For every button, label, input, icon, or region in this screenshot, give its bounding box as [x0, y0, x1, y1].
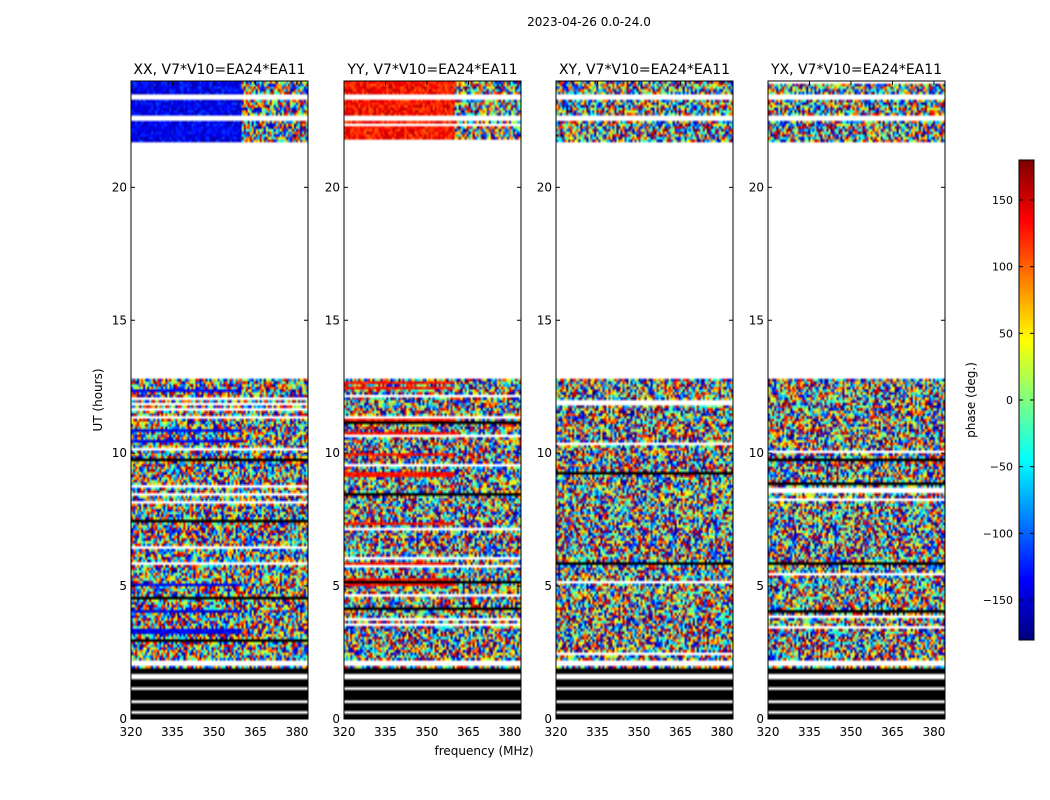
- x-tick-label: 335: [161, 725, 184, 739]
- x-tick-label: 335: [374, 725, 397, 739]
- y-tick-label: 5: [332, 579, 340, 593]
- y-tick-label: 0: [119, 712, 127, 726]
- y-tick-label: 10: [749, 446, 764, 460]
- x-tick-label: 350: [840, 725, 863, 739]
- colorbar-gradient: [1019, 160, 1034, 640]
- panel-title: YX, V7*V10=EA24*EA11: [770, 62, 942, 78]
- y-tick-label: 10: [537, 446, 552, 460]
- x-tick-label: 380: [498, 725, 521, 739]
- y-tick-label: 0: [544, 712, 552, 726]
- heatmap-image: [131, 81, 308, 719]
- heatmap-image: [556, 81, 733, 719]
- x-axis-label: frequency (MHz): [434, 744, 533, 758]
- y-tick-label: 20: [325, 180, 340, 194]
- x-tick-label: 365: [669, 725, 692, 739]
- plot-frame: [130, 80, 309, 720]
- panel-title: XX, V7*V10=EA24*EA11: [133, 62, 305, 78]
- x-tick-label: 320: [757, 725, 780, 739]
- panel-title: YY, V7*V10=EA24*EA11: [346, 62, 517, 78]
- x-tick-label: 365: [881, 725, 904, 739]
- y-tick-label: 10: [325, 446, 340, 460]
- x-tick-label: 380: [922, 725, 945, 739]
- colorbar-tick-label: −150: [983, 594, 1013, 607]
- figure-title: 2023-04-26 0.0-24.0: [527, 15, 651, 29]
- x-tick-label: 350: [203, 725, 226, 739]
- x-tick-label: 365: [457, 725, 480, 739]
- plot-frame: [343, 80, 522, 720]
- y-tick-label: 15: [325, 313, 340, 327]
- y-axis-label: UT (hours): [91, 368, 105, 431]
- y-tick-label: 5: [544, 579, 552, 593]
- colorbar-tick-label: 150: [992, 194, 1013, 207]
- heatmap-panel: XY, V7*V10=EA24*EA11 320 335 350 365 380 0 5 10 1…: [537, 62, 734, 739]
- x-tick-label: 350: [416, 725, 439, 739]
- colorbar: 150 100 50 0 −50 −100 −150: [983, 159, 1035, 641]
- y-tick-label: 15: [112, 313, 127, 327]
- plot-frame: [555, 80, 734, 720]
- y-tick-label: 20: [112, 180, 127, 194]
- y-tick-label: 15: [749, 313, 764, 327]
- panel-title: XY, V7*V10=EA24*EA11: [559, 62, 730, 78]
- colorbar-tick-label: 50: [999, 327, 1013, 340]
- y-tick-label: 20: [537, 180, 552, 194]
- y-tick-label: 5: [756, 579, 764, 593]
- heatmap-panel: XX, V7*V10=EA24*EA11 320 335 350 365 380 0 5 10 1…: [112, 62, 309, 739]
- y-tick-label: 0: [332, 712, 340, 726]
- y-tick-label: 20: [749, 180, 764, 194]
- heatmap-panel: YX, V7*V10=EA24*EA11 320 335 350 365 380 0 5 10 1…: [749, 62, 946, 739]
- x-tick-label: 380: [285, 725, 308, 739]
- heatmap-panel: YY, V7*V10=EA24*EA11 320 335 350 365 380 0 5 10 1…: [325, 62, 522, 739]
- x-tick-label: 320: [545, 725, 568, 739]
- y-tick-label: 0: [756, 712, 764, 726]
- colorbar-tick-label: −50: [990, 461, 1013, 474]
- x-tick-label: 320: [333, 725, 356, 739]
- y-tick-label: 5: [119, 579, 127, 593]
- heatmap-panels: XX, V7*V10=EA24*EA11 320 335 350 365 380 0 5 10 1…: [112, 62, 946, 739]
- colorbar-tick-label: −100: [983, 527, 1013, 540]
- colorbar-tick-label: 0: [1006, 394, 1013, 407]
- x-tick-label: 335: [586, 725, 609, 739]
- heatmap-image: [768, 81, 945, 719]
- y-tick-label: 10: [112, 446, 127, 460]
- x-tick-label: 365: [244, 725, 267, 739]
- heatmap-image: [344, 81, 521, 719]
- x-tick-label: 350: [628, 725, 651, 739]
- y-tick-label: 15: [537, 313, 552, 327]
- x-tick-label: 320: [120, 725, 143, 739]
- colorbar-tick-label: 100: [992, 261, 1013, 274]
- x-tick-label: 380: [710, 725, 733, 739]
- colorbar-label: phase (deg.): [964, 362, 978, 438]
- plot-frame: [767, 80, 946, 720]
- x-tick-label: 335: [798, 725, 821, 739]
